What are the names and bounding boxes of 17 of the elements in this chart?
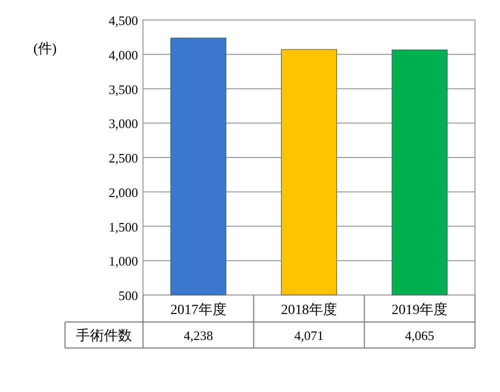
y-tick-label: 1,000	[108, 254, 138, 269]
x-tick-label: 2018年度	[281, 302, 337, 318]
y-tick-label: 3,000	[108, 116, 138, 132]
y-tick-label: 3,500	[108, 82, 138, 97]
x-tick-label: 2019年度	[392, 302, 448, 318]
y-tick-label: 2,500	[108, 150, 138, 166]
y-tick-label: 500	[118, 288, 138, 303]
data-label: 4,071	[294, 328, 324, 343]
y-tick-label: 4,000	[108, 47, 138, 62]
y-axis-title: (件)	[33, 41, 57, 57]
x-tick-label: 2017年度	[170, 302, 226, 318]
text: 手術件数	[76, 328, 132, 344]
data-label: 4,238	[184, 328, 213, 343]
y-tick-label: 4,500	[108, 13, 138, 28]
y-tick-label: 1,500	[108, 219, 138, 234]
data-label: 4,065	[405, 328, 434, 343]
y-tick-label: 2,000	[108, 184, 138, 200]
